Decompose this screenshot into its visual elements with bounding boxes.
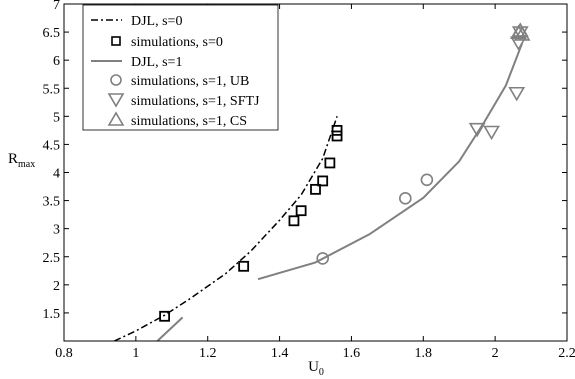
series-line-2: [156, 316, 184, 342]
legend-label-djl-s0: DJL, s=0: [131, 14, 182, 29]
x-tick-label: 1.8: [415, 346, 433, 361]
y-tick-label: 5.5: [43, 82, 61, 97]
y-tick-label: 3: [53, 223, 60, 238]
data-point-square: [317, 175, 329, 187]
legend: DJL, s=0 simulations, s=0 DJL, s=1 simul…: [82, 4, 279, 131]
y-tick-label: 1.5: [43, 307, 61, 322]
x-tick-label: 0.8: [55, 346, 73, 361]
data-point-circle: [420, 173, 434, 187]
x-tick-label: 1.2: [199, 346, 217, 361]
y-axis-label-main: R: [8, 151, 18, 167]
y-tick-label: 2: [53, 279, 60, 294]
data-point-circle: [316, 252, 329, 265]
y-axis-label-sub: max: [18, 159, 35, 170]
data-point-square: [331, 130, 343, 142]
legend-swatch-sim-ub: [110, 74, 122, 86]
x-tick-label: 2.2: [558, 346, 575, 361]
x-tick-label: 1.6: [343, 346, 361, 361]
x-axis-label-sub: 0: [319, 367, 324, 378]
y-tick-label: 3.5: [43, 195, 61, 210]
y-axis-label: Rmax: [8, 151, 35, 170]
legend-swatch-sim-sftj: [107, 93, 125, 108]
legend-label-sim-ub: simulations, s=1, UB: [131, 74, 249, 89]
series-line-2: [257, 42, 524, 281]
data-point-triangle-down: [511, 26, 529, 41]
legend-label-sim-s0: simulations, s=0: [131, 35, 223, 50]
y-tick-label: 2.5: [43, 251, 61, 266]
y-tick-label: 6: [53, 54, 60, 69]
x-tick-label: 1: [132, 346, 139, 361]
legend-label-sim-cs: simulations, s=1, CS: [131, 114, 247, 129]
x-axis-label: U0: [308, 359, 324, 378]
x-tick-label: 1.4: [271, 346, 289, 361]
ticks-layer: 0.8 1 1.2 1.4 1.6 1.8 2 2.2 1.5 2 2.5 3 3.5 4 4.5 5 5.5 6…: [43, 0, 575, 361]
data-point-triangle-down: [468, 122, 486, 138]
y-tick-label: 5: [53, 110, 60, 125]
y-tick-label: 7: [53, 0, 60, 13]
data-point-triangle-down: [483, 125, 500, 141]
x-tick-label: 2: [492, 346, 499, 361]
data-point-square: [238, 260, 250, 272]
data-point-square: [331, 124, 343, 136]
y-tick-label: 4.5: [43, 138, 61, 153]
data-point-square: [295, 205, 307, 217]
data-point-square: [288, 215, 300, 227]
data-point-triangle-up: [513, 26, 531, 41]
data-point-circle: [399, 192, 412, 205]
legend-swatch-sim-s0: [111, 36, 121, 46]
legend-label-sim-sftj: simulations, s=1, SFTJ: [131, 94, 260, 109]
y-tick-label: 4: [53, 167, 60, 182]
data-point-triangle-down: [508, 86, 526, 102]
legend-swatch-sim-cs: [107, 111, 125, 126]
x-axis-label-main: U: [308, 359, 319, 375]
legend-label-djl-s1: DJL, s=1: [131, 55, 182, 70]
series-line-0: [113, 116, 338, 342]
data-point-square: [324, 157, 336, 169]
data-point-square: [310, 183, 321, 195]
data-point-square: [159, 310, 171, 322]
y-tick-label: 6.5: [43, 26, 61, 41]
series-layer: [113, 22, 531, 342]
legend-box: [82, 4, 279, 131]
